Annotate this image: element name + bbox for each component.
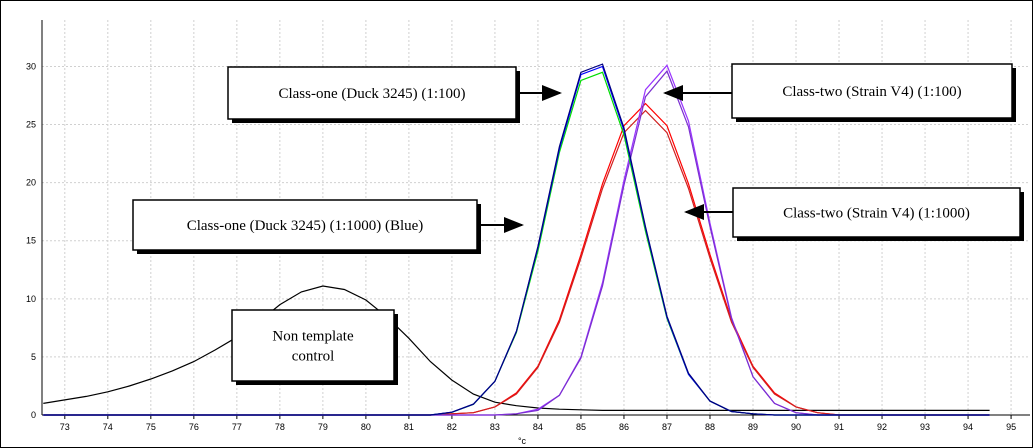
x-tick-label: 73 — [60, 422, 70, 432]
x-tick-label: 91 — [834, 422, 844, 432]
annotation-text: Non template — [272, 329, 354, 345]
y-tick-label: 10 — [26, 294, 36, 304]
series-line — [43, 63, 990, 416]
annotation-text: control — [292, 349, 335, 365]
annotation-text: Class-one (Duck 3245) (1:100) — [278, 86, 465, 102]
x-tick-label: 89 — [748, 422, 758, 432]
series-line — [43, 285, 990, 411]
y-tick-label: 25 — [26, 120, 36, 130]
x-tick-label: 86 — [619, 422, 629, 432]
x-tick-label: 79 — [318, 422, 328, 432]
annotation-box — [732, 187, 1021, 238]
annotation-text: Class-one (Duck 3245) (1:1000) (Blue) — [187, 218, 424, 234]
x-tick-label: 78 — [275, 422, 285, 432]
x-tick-label: 88 — [705, 422, 715, 432]
x-tick-label: 92 — [877, 422, 887, 432]
x-tick-label: 94 — [963, 422, 973, 432]
x-tick-label: 95 — [1006, 422, 1016, 432]
y-tick-label: 15 — [26, 236, 36, 246]
y-tick-label: 30 — [26, 61, 36, 71]
annotation-text: Class-two (Strain V4) (1:1000) — [783, 206, 970, 222]
x-tick-label: 87 — [662, 422, 672, 432]
x-tick-label: 85 — [576, 422, 586, 432]
x-tick-label: 83 — [490, 422, 500, 432]
annotation-box — [231, 309, 395, 382]
x-tick-label: 81 — [404, 422, 414, 432]
y-tick-label: 0 — [31, 410, 36, 420]
annotation-box — [731, 63, 1013, 119]
x-tick-label: 90 — [791, 422, 801, 432]
annotation-box — [227, 66, 517, 120]
y-tick-label: 5 — [31, 352, 36, 362]
x-tick-label: 93 — [920, 422, 930, 432]
annotation-box — [132, 199, 478, 251]
x-tick-label: 77 — [232, 422, 242, 432]
x-tick-label: 84 — [533, 422, 543, 432]
x-tick-label: 75 — [146, 422, 156, 432]
x-axis-label: °c — [518, 436, 527, 446]
annotation-text: Class-two (Strain V4) (1:100) — [782, 84, 961, 100]
x-tick-label: 74 — [103, 422, 113, 432]
x-tick-label: 76 — [189, 422, 199, 432]
x-tick-label: 80 — [361, 422, 371, 432]
x-tick-label: 82 — [447, 422, 457, 432]
y-tick-label: 20 — [26, 178, 36, 188]
